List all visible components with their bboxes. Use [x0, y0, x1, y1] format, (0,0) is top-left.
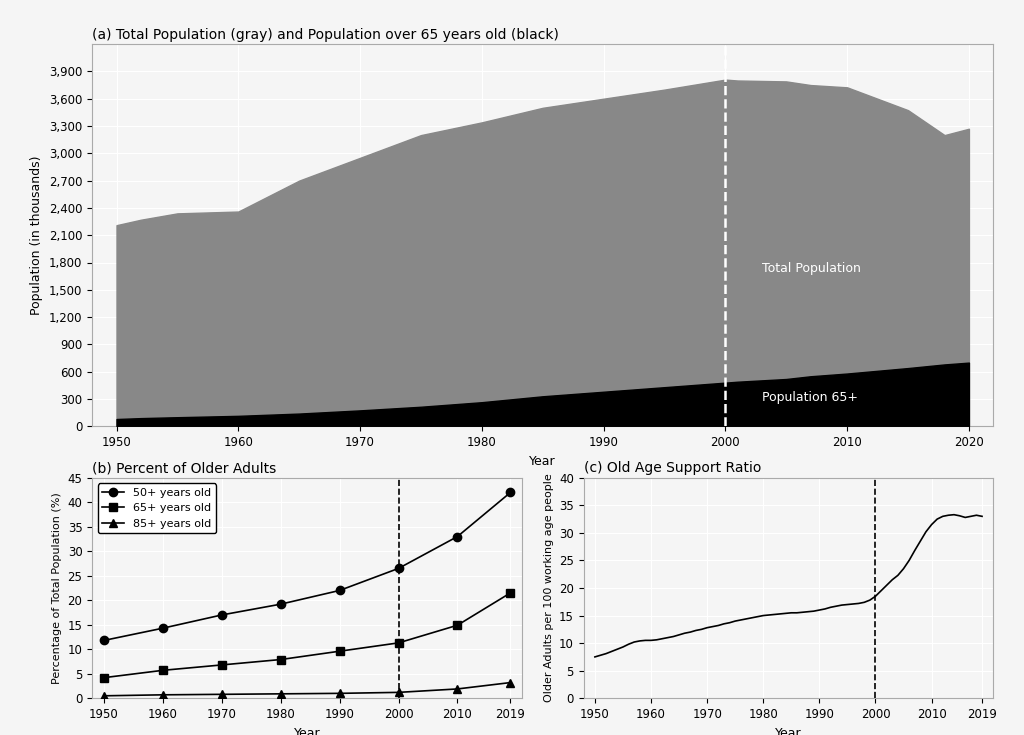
Y-axis label: Percentage of Total Population (%): Percentage of Total Population (%) [52, 492, 62, 684]
X-axis label: Year: Year [775, 726, 802, 735]
Text: Total Population: Total Population [762, 262, 861, 275]
X-axis label: Year: Year [529, 454, 556, 467]
Legend: 50+ years old, 65+ years old, 85+ years old: 50+ years old, 65+ years old, 85+ years … [97, 484, 216, 534]
X-axis label: Year: Year [294, 726, 321, 735]
Text: Population 65+: Population 65+ [762, 391, 858, 404]
Text: (b) Percent of Older Adults: (b) Percent of Older Adults [92, 461, 276, 476]
Y-axis label: Population (in thousands): Population (in thousands) [31, 155, 43, 315]
Text: (c) Old Age Support Ratio: (c) Old Age Support Ratio [584, 461, 761, 476]
Text: (a) Total Population (gray) and Population over 65 years old (black): (a) Total Population (gray) and Populati… [92, 27, 559, 42]
Y-axis label: Older Adults per 100 working age people: Older Adults per 100 working age people [544, 473, 554, 703]
